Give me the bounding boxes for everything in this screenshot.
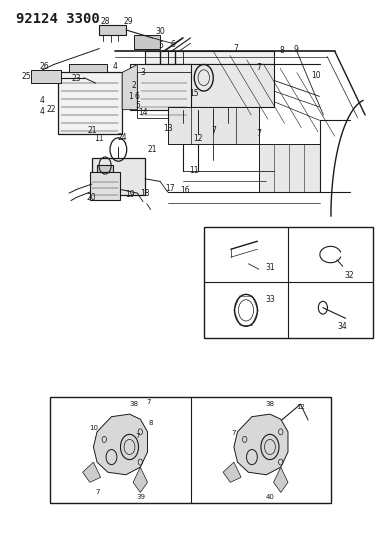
Text: 28: 28 [100,18,110,27]
Text: 34: 34 [337,322,347,331]
Text: 7: 7 [95,489,100,495]
Polygon shape [69,64,107,72]
Text: 16: 16 [180,186,190,195]
Polygon shape [145,51,274,64]
Polygon shape [168,107,259,144]
Text: 21: 21 [87,126,96,135]
Text: 7: 7 [232,431,236,437]
Text: 7: 7 [234,44,239,53]
Polygon shape [133,467,147,492]
Text: 6: 6 [171,40,176,49]
Text: 22: 22 [46,104,56,114]
Text: 40: 40 [266,494,275,500]
Text: 19: 19 [125,190,134,199]
Text: 13: 13 [163,124,173,133]
Text: 11: 11 [94,134,104,143]
Text: 8: 8 [148,420,153,426]
Text: 4: 4 [39,96,44,105]
Polygon shape [99,25,126,35]
Text: 24: 24 [117,133,127,142]
Text: 4: 4 [39,107,44,116]
Polygon shape [90,172,120,200]
Polygon shape [223,462,241,482]
Text: 6: 6 [134,92,139,101]
Polygon shape [98,165,113,172]
Text: 7: 7 [256,129,261,138]
Text: 2: 2 [131,81,136,90]
Text: 10: 10 [89,425,98,431]
Polygon shape [58,72,122,134]
Text: 5: 5 [158,42,163,51]
Text: 11: 11 [189,166,199,175]
Text: 7: 7 [211,126,216,135]
Polygon shape [83,462,101,482]
Text: 4: 4 [113,62,118,70]
Text: 29: 29 [123,18,133,27]
Polygon shape [92,158,145,195]
Text: 7: 7 [256,63,261,71]
Text: 92124 3300: 92124 3300 [16,12,99,27]
Polygon shape [259,144,320,192]
Polygon shape [234,414,288,475]
Text: 32: 32 [345,271,354,280]
Text: 39: 39 [136,494,146,500]
Text: 18: 18 [140,189,150,198]
Text: 20: 20 [86,193,96,202]
Text: 7: 7 [146,399,151,405]
Polygon shape [31,70,61,83]
Text: 8: 8 [279,46,284,55]
Text: 25: 25 [22,71,31,80]
Text: 12: 12 [296,404,305,410]
Text: 14: 14 [138,108,148,117]
Text: 15: 15 [189,89,199,98]
Text: 12: 12 [193,134,203,143]
Text: 9: 9 [294,45,298,54]
Text: 30: 30 [155,27,165,36]
Text: 31: 31 [266,263,275,272]
Text: 7: 7 [135,433,139,439]
Polygon shape [134,35,160,49]
Text: 21: 21 [148,145,157,154]
Text: 3: 3 [141,68,146,77]
Text: 23: 23 [71,74,81,83]
Text: 26: 26 [40,62,49,71]
Polygon shape [274,467,288,492]
Text: 33: 33 [265,295,275,304]
Polygon shape [130,64,190,110]
Text: 5: 5 [136,101,141,110]
Polygon shape [145,64,274,107]
Text: 17: 17 [165,184,174,193]
Text: 38: 38 [129,401,138,407]
Polygon shape [122,64,138,110]
Text: 1: 1 [128,92,133,101]
Text: 38: 38 [266,401,275,407]
Polygon shape [93,414,147,475]
Text: 10: 10 [311,70,320,79]
